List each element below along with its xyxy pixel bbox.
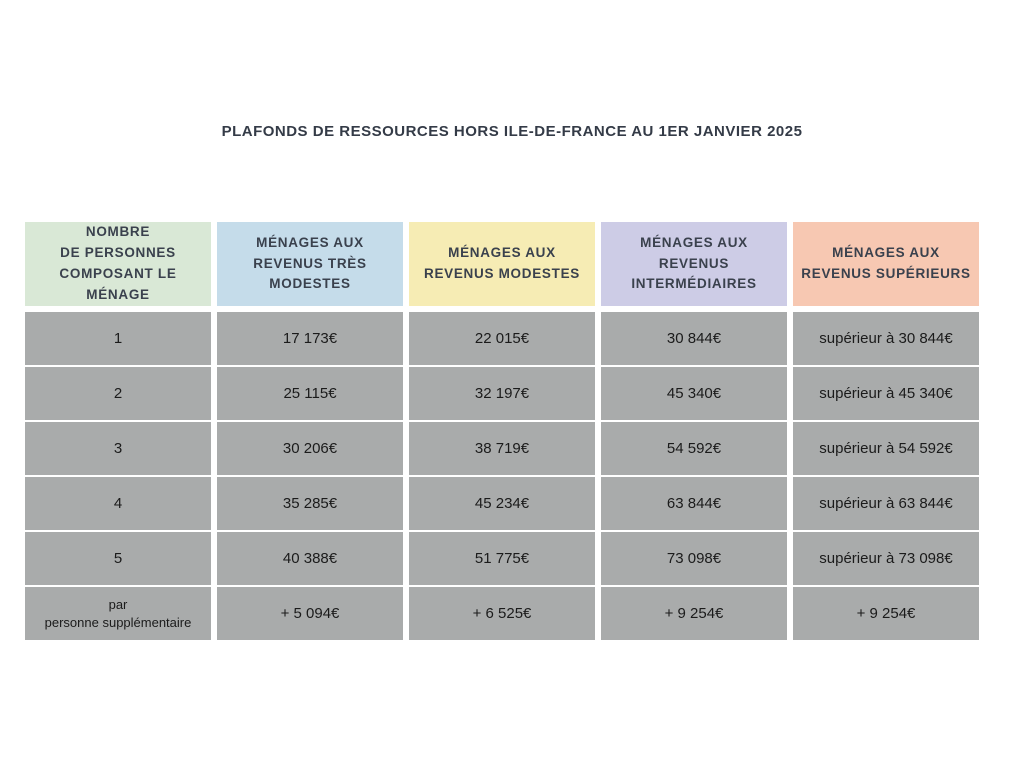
row-label-cell: 1: [25, 312, 211, 365]
value-cell: + 5 094€: [217, 587, 403, 640]
value-cell: 25 115€: [217, 367, 403, 420]
column-header-household-size: NOMBRE DE PERSONNES COMPOSANT LE MÉNAGE: [25, 222, 211, 306]
value-cell: supérieur à 30 844€: [793, 312, 979, 365]
income-ceilings-table: NOMBRE DE PERSONNES COMPOSANT LE MÉNAGE …: [25, 222, 979, 640]
value-cell: + 9 254€: [793, 587, 979, 640]
column-header-revenus-intermediaires: MÉNAGES AUX REVENUS INTERMÉDIAIRES: [601, 222, 787, 306]
value-cell: 40 388€: [217, 532, 403, 585]
page-title: PLAFONDS DE RESSOURCES HORS ILE-DE-FRANC…: [221, 123, 803, 140]
value-cell: + 6 525€: [409, 587, 595, 640]
value-cell: 38 719€: [409, 422, 595, 475]
value-cell: supérieur à 63 844€: [793, 477, 979, 530]
value-cell: 73 098€: [601, 532, 787, 585]
value-cell: 45 234€: [409, 477, 595, 530]
value-cell: supérieur à 54 592€: [793, 422, 979, 475]
row-label-cell: par personne supplémentaire: [25, 587, 211, 640]
value-cell: 22 015€: [409, 312, 595, 365]
value-cell: supérieur à 45 340€: [793, 367, 979, 420]
row-label-cell: 4: [25, 477, 211, 530]
column-header-revenus-superieurs: MÉNAGES AUX REVENUS SUPÉRIEURS: [793, 222, 979, 306]
value-cell: 30 844€: [601, 312, 787, 365]
column-header-revenus-modestes: MÉNAGES AUX REVENUS MODESTES: [409, 222, 595, 306]
value-cell: 32 197€: [409, 367, 595, 420]
value-cell: 17 173€: [217, 312, 403, 365]
row-label-cell: 5: [25, 532, 211, 585]
table-body: 1 17 173€ 22 015€ 30 844€ supérieur à 30…: [25, 312, 979, 640]
value-cell: 54 592€: [601, 422, 787, 475]
value-cell: 35 285€: [217, 477, 403, 530]
title-bar: PLAFONDS DE RESSOURCES HORS ILE-DE-FRANC…: [0, 123, 1024, 140]
value-cell: supérieur à 73 098€: [793, 532, 979, 585]
column-header-revenus-tres-modestes: MÉNAGES AUX REVENUS TRÈS MODESTES: [217, 222, 403, 306]
value-cell: 45 340€: [601, 367, 787, 420]
value-cell: + 9 254€: [601, 587, 787, 640]
value-cell: 63 844€: [601, 477, 787, 530]
row-label-cell: 2: [25, 367, 211, 420]
value-cell: 30 206€: [217, 422, 403, 475]
row-label-cell: 3: [25, 422, 211, 475]
table-header-row: NOMBRE DE PERSONNES COMPOSANT LE MÉNAGE …: [25, 222, 979, 306]
value-cell: 51 775€: [409, 532, 595, 585]
